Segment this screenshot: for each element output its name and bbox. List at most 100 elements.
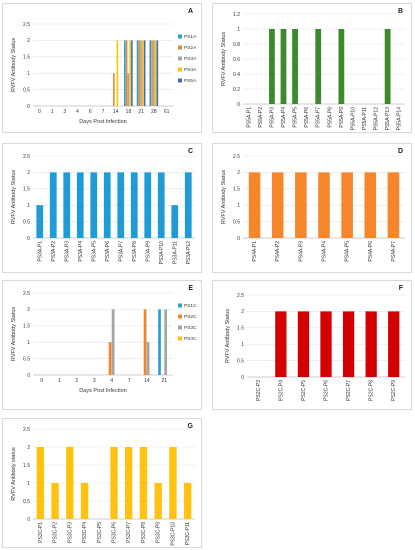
- chart-d-bar: [295, 172, 307, 238]
- chart-f-xtick-label: PS2C-P9: [391, 380, 397, 401]
- chart-f-panel-letter: F: [399, 285, 404, 292]
- chart-b-ytick-label: 1.2: [233, 12, 240, 18]
- chart-f-y-axis-label: RVFV Antibody Status: [225, 309, 231, 364]
- chart-d-xtick-label: PS4A-P4: [322, 241, 328, 262]
- chart-b-bar: [292, 29, 298, 104]
- chart-c-bar: [184, 172, 192, 238]
- chart-g-xtick-label: PS3C-P7: [126, 522, 132, 543]
- chart-g-bar: [66, 447, 74, 519]
- chart-c-ytick-label: 2: [27, 170, 30, 176]
- chart-a-xtick-label: 18: [126, 109, 132, 115]
- chart-f-ytick-label: 2.5: [237, 293, 244, 299]
- chart-a-bar-ps5a: [143, 40, 146, 106]
- chart-a-bar-ps3a: [153, 40, 155, 106]
- chart-a-ytick-label: 2.5: [23, 22, 30, 28]
- chart-d-bar: [248, 172, 261, 238]
- chart-c-ytick-label: 0.5: [23, 219, 30, 225]
- chart-a-bar-ps4a: [116, 40, 119, 106]
- chart-e-bar-ps3c: [111, 309, 115, 375]
- chart-b-xtick-label: PS5A-P6: [304, 107, 310, 128]
- chart-g-xtick-label: PS3C-P4: [82, 522, 88, 543]
- chart-g-bar: [36, 447, 45, 519]
- chart-c-ytick-label: 1.5: [23, 187, 30, 193]
- chart-c-xtick-label: PS3A-P9: [145, 241, 151, 262]
- chart-e-legend-label: PS3C: [184, 325, 197, 331]
- chart-b-xtick-label: PS5A-P8: [327, 107, 333, 128]
- chart-b-bar: [269, 29, 275, 104]
- chart-b-ytick-label: 1: [237, 27, 240, 33]
- chart-g-bar: [51, 483, 59, 519]
- chart-g-ytick-label: 0: [27, 517, 30, 523]
- chart-f-bar: [320, 311, 332, 377]
- chart-a-xtick-label: 1: [51, 109, 54, 115]
- chart-b-bar: [338, 29, 345, 104]
- chart-f-ytick-label: 0: [241, 375, 244, 381]
- chart-c-bar: [90, 172, 98, 238]
- chart-b-xtick-label: PS5A-P4: [281, 107, 287, 128]
- chart-d-ytick-label: 0: [237, 236, 240, 242]
- chart-c-bar: [171, 205, 179, 238]
- chart-b-bar: [384, 29, 391, 104]
- chart-d-xtick-label: PS4A-P3: [298, 241, 304, 262]
- chart-svg-f: F 0 0.5 1 1.5 2 2.5 RVFV Antibody Status PS2C-P3…: [225, 285, 405, 401]
- chart-e-xtick-label: 0: [40, 378, 43, 384]
- chart-a-xtick-label: 28: [151, 109, 157, 115]
- chart-c-bar: [157, 172, 165, 238]
- chart-g-xtick-label: PS3C-P2: [53, 522, 59, 543]
- chart-g-y-axis-label: RVFV Antibody status: [11, 447, 17, 501]
- chart-b-ytick-label: 0.4: [233, 72, 240, 78]
- chart-e-xtick-label: 4: [110, 378, 113, 384]
- chart-e-legend-label: PS2C: [184, 314, 197, 320]
- chart-g-bar: [139, 447, 148, 519]
- chart-c-xtick-label: PS3A-P10: [159, 241, 165, 265]
- chart-c-bar: [63, 172, 71, 238]
- chart-c-bar: [76, 172, 84, 238]
- chart-c-bar: [103, 172, 111, 238]
- chart-d-ytick-label: 1: [237, 203, 240, 209]
- chart-e-ytick-label: 2: [27, 307, 30, 313]
- chart-d-bar: [271, 172, 284, 238]
- chart-b-xtick-label: PS5A-P10: [350, 107, 356, 131]
- chart-e-x-axis-label: Days Post Infection: [79, 388, 126, 394]
- chart-e-legend-swatch: [178, 336, 182, 341]
- chart-a-xtick-label: 7: [102, 109, 105, 115]
- chart-a-legend-swatch: [178, 78, 182, 83]
- chart-b-xtick-label: PS5A-P12: [374, 107, 380, 131]
- chart-g-xtick-label: PS3C-P1: [38, 522, 44, 543]
- chart-a-bar-ps1a: [149, 40, 152, 106]
- chart-a-bar-ps4a: [129, 40, 131, 106]
- chart-e-ytick-label: 2.5: [23, 291, 30, 297]
- chart-d-xtick-label: PS4A-P6: [368, 241, 374, 262]
- chart-g-xtick-label: PS3C-P6: [112, 522, 118, 543]
- chart-d-ytick-label: 1.5: [233, 187, 240, 193]
- chart-b-ytick-label: 0.8: [233, 42, 240, 48]
- chart-f-xtick-label: PS2C-P8: [369, 380, 375, 401]
- chart-g-xtick-label: PS3C-P9: [156, 522, 162, 543]
- chart-f-bar: [342, 311, 355, 377]
- chart-a-legend-swatch: [178, 34, 182, 39]
- chart-g-xtick-label: PS3C-P8: [141, 522, 147, 543]
- chart-c-xtick-label: PS3A-P2: [51, 241, 57, 262]
- chart-a-xtick-label: 0: [38, 109, 41, 115]
- chart-a-legend-label: PS1A: [184, 34, 197, 40]
- chart-panel-c: C 0 0.5 1 1.5 2 2.5 RVFV Antibody Status PS3A-P1…: [2, 143, 202, 273]
- chart-e-ytick-label: 1: [27, 340, 30, 346]
- chart-f-xtick-label: PS2C-P3: [256, 380, 262, 401]
- chart-c-xtick-label: PS3A-P7: [118, 241, 124, 262]
- chart-a-bar-ps4a: [154, 40, 157, 106]
- chart-g-bar: [110, 447, 118, 519]
- chart-e-ytick-label: 1.5: [23, 324, 30, 330]
- chart-b-xtick-label: PS5A-P7: [316, 107, 322, 128]
- chart-b-xtick-label: PS5A-P3: [269, 107, 275, 128]
- chart-b-ytick-label: 0.6: [233, 57, 240, 63]
- chart-d-ytick-label: 2: [237, 170, 240, 176]
- chart-a-legend-swatch: [178, 67, 182, 72]
- chart-c-bar: [117, 172, 125, 238]
- chart-c-xtick-label: PS3A-P5: [91, 241, 97, 262]
- chart-c-xtick-label: PS3A-P3: [64, 241, 70, 262]
- chart-panel-e: E 0 0.5 1 1.5 2 2.5 RVFV Antibody Status 0 1 2 3 4 7 1…: [2, 280, 202, 410]
- chart-a-panel-letter: A: [188, 8, 193, 15]
- chart-f-xtick-label: PS2C-P6: [324, 380, 330, 401]
- chart-a-bar-ps4a: [142, 40, 144, 106]
- chart-e-panel-letter: E: [188, 285, 193, 292]
